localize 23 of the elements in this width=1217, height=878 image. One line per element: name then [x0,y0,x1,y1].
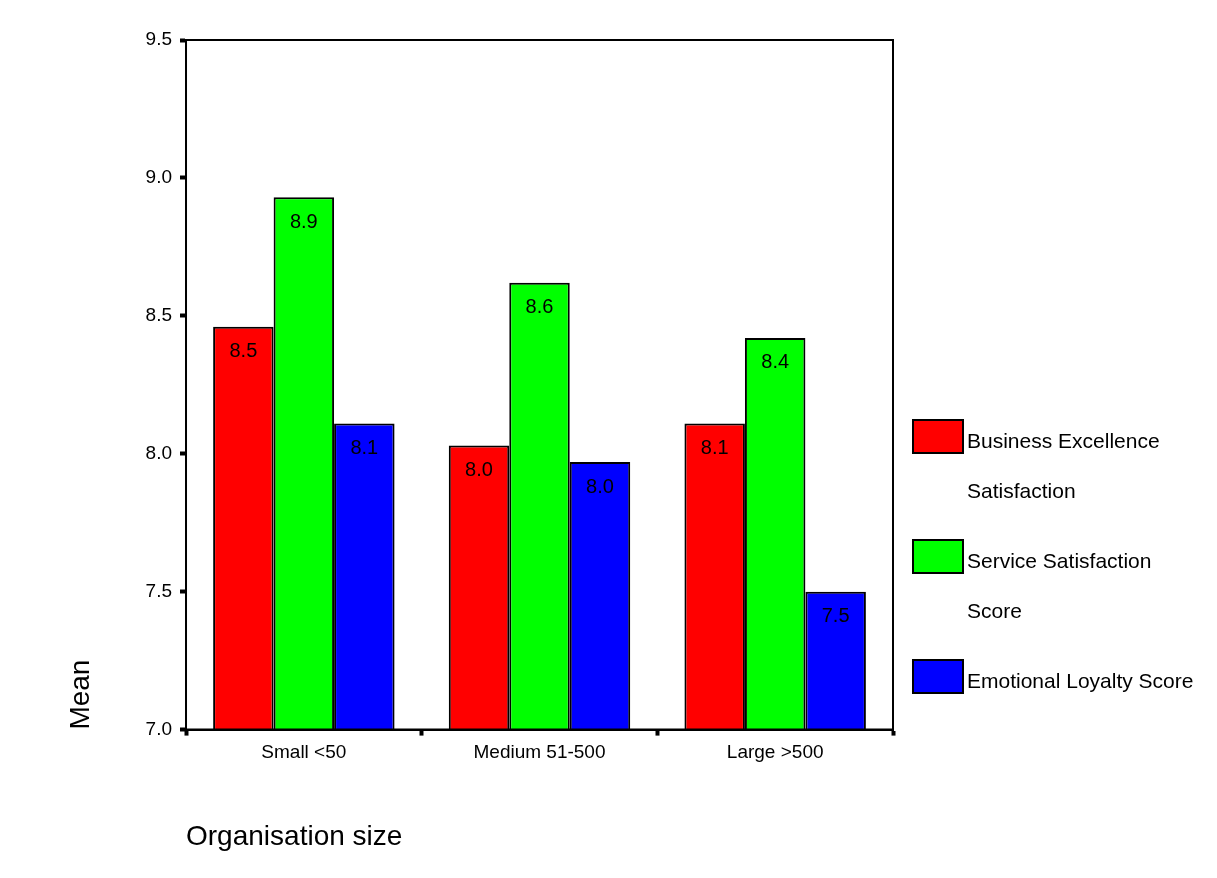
data-label: 8.0 [465,458,493,480]
x-tick-label: Large >500 [726,741,824,763]
y-axis-title: Mean [63,659,95,730]
text: Business Excellence Satisfaction [967,428,1160,502]
data-label: 7.5 [821,604,850,627]
data-label: 8.4 [761,350,790,373]
x-axis-title: Organisation size [186,819,403,851]
y-tick-label: 7.0 [145,717,173,739]
data-label: 8.5 [229,339,258,362]
data-label: 8.1 [350,435,379,458]
data-label: 8.9 [289,209,318,232]
y-tick-label: 8.5 [145,304,173,326]
y-tick-label: 8.0 [145,441,173,463]
data-label: 8.0 [586,474,614,497]
x-tick-label: Small <50 [261,741,347,763]
y-tick-label: 9.5 [145,28,173,50]
x-tick-label: Medium 51-500 [473,741,606,763]
data-label: 8.1 [700,435,729,458]
y-tick-label: 9.0 [145,166,173,188]
legend-label: Emotional Loyalty Score [967,668,1194,692]
y-tick-label: 7.5 [145,579,173,601]
data-label: 8.6 [525,295,554,318]
text: Service Satisfaction Score [967,548,1152,622]
